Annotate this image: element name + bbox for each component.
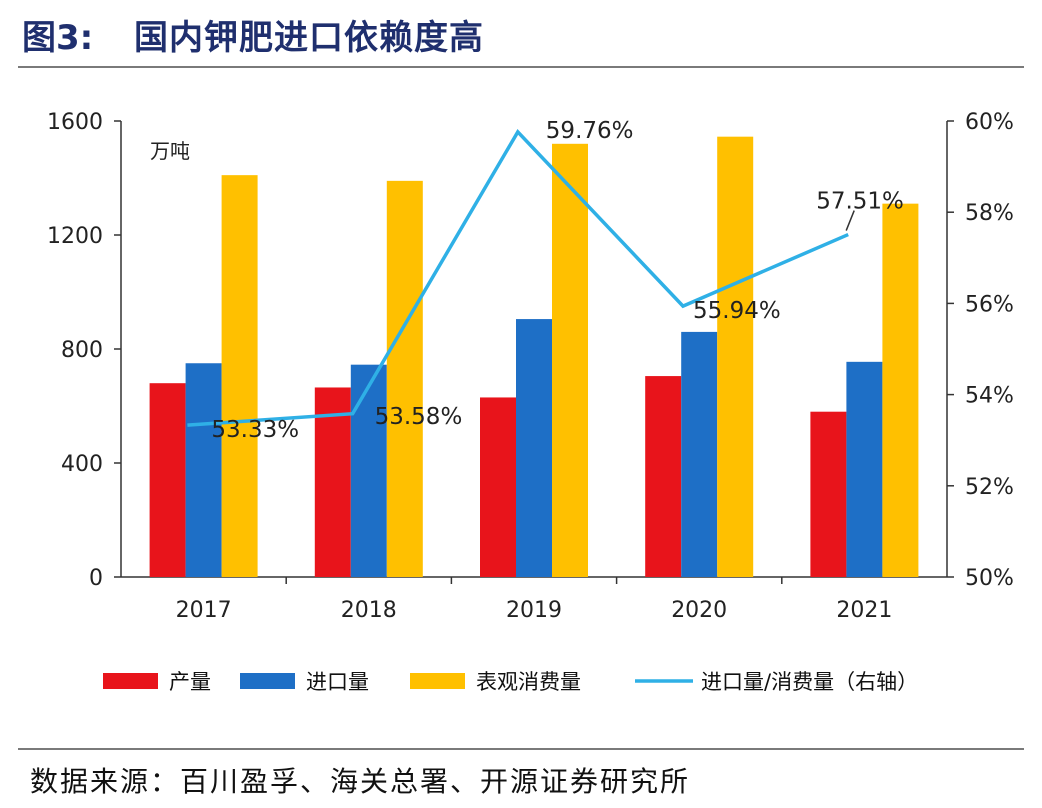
ratio-data-label: 55.94% bbox=[693, 298, 781, 324]
y2-tick-label: 54% bbox=[965, 384, 1014, 409]
y-tick-label: 1200 bbox=[47, 224, 103, 249]
y-tick-label: 0 bbox=[89, 566, 103, 591]
bar-2020-s0 bbox=[645, 376, 682, 577]
bar-line-chart: 0 400 800 1200 1600 50% 52% 54% 56% 58% 60% 万吨 2017 2… bbox=[47, 110, 1014, 694]
bar-2021-s2 bbox=[882, 203, 919, 577]
figure-header: 图3: 国内钾肥进口依赖度高 bbox=[0, 0, 1042, 68]
y-unit-label: 万吨 bbox=[150, 139, 190, 163]
x-tick-label: 2017 bbox=[176, 598, 232, 623]
bar-2021-s1 bbox=[846, 361, 883, 577]
bar-2019-s2 bbox=[552, 143, 588, 578]
figure-title: 国内钾肥进口依赖度高 bbox=[134, 18, 484, 58]
bar-2017-s2 bbox=[221, 175, 258, 577]
bar-2018-s0 bbox=[314, 387, 351, 577]
bar-2020-s2 bbox=[717, 136, 754, 578]
y-tick-label: 1600 bbox=[47, 110, 103, 135]
bar-2019-s0 bbox=[480, 397, 516, 577]
bar-2019-s1 bbox=[516, 319, 552, 577]
y2-tick-label: 50% bbox=[965, 566, 1014, 591]
bar-2018-s1 bbox=[350, 364, 387, 577]
data-source: 数据来源：百川盈孚、海关总署、开源证券研究所 bbox=[30, 765, 691, 798]
top-divider bbox=[18, 66, 1024, 68]
figure-number: 图3: bbox=[22, 18, 94, 58]
ratio-data-label: 57.51% bbox=[816, 189, 904, 215]
label-leader-line bbox=[845, 210, 855, 231]
y2-tick-label: 60% bbox=[965, 110, 1014, 135]
ratio-data-label: 59.76% bbox=[546, 118, 634, 144]
y-tick-label: 800 bbox=[61, 338, 103, 363]
x-tick-label: 2018 bbox=[341, 598, 397, 623]
ratio-data-label: 53.33% bbox=[211, 417, 299, 443]
bottom-divider bbox=[18, 748, 1024, 750]
legend-label-2: 表观消费量 bbox=[476, 670, 581, 694]
legend-label-1: 进口量 bbox=[306, 670, 369, 694]
legend-label-3: 进口量/消费量（右轴） bbox=[701, 670, 918, 694]
y2-tick-label: 58% bbox=[965, 201, 1014, 226]
y2-tick-label: 52% bbox=[965, 475, 1014, 500]
ratio-line bbox=[187, 129, 849, 427]
bar-2020-s1 bbox=[681, 331, 718, 577]
legend-swatch-2 bbox=[410, 673, 465, 689]
legend-swatch-0 bbox=[103, 673, 158, 689]
y2-tick-label: 56% bbox=[965, 292, 1014, 317]
bar-2018-s2 bbox=[386, 180, 423, 577]
legend-swatch-1 bbox=[240, 673, 295, 689]
x-tick-label: 2020 bbox=[671, 598, 727, 623]
legend-label-0: 产量 bbox=[169, 670, 211, 694]
x-tick-label: 2019 bbox=[506, 598, 562, 623]
bar-2017-s0 bbox=[149, 383, 186, 577]
bar-2021-s0 bbox=[810, 411, 847, 577]
bar-2017-s1 bbox=[185, 363, 222, 577]
y-tick-label: 400 bbox=[61, 452, 103, 477]
ratio-data-label: 53.58% bbox=[375, 404, 463, 430]
x-tick-label: 2021 bbox=[836, 598, 892, 623]
